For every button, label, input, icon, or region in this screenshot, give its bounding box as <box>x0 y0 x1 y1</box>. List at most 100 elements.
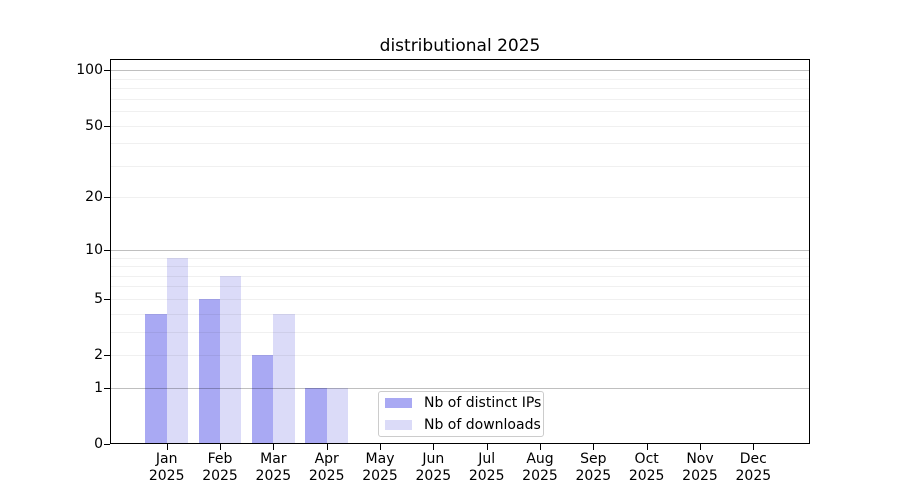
x-tick-year: 2025 <box>415 468 452 484</box>
x-tick-label-jul: Jul 2025 <box>460 451 514 485</box>
x-tick-month: Sep <box>580 451 607 467</box>
x-tick-mark-dec <box>753 444 755 450</box>
bar-jan-downloads <box>166 257 189 444</box>
x-tick-year: 2025 <box>308 468 345 484</box>
gridline-2 <box>111 355 809 357</box>
x-tick-mark-nov <box>700 444 701 450</box>
legend-label-distinct-ips: Nb of distinct IPs <box>424 394 542 411</box>
gridline-8 <box>111 266 809 268</box>
x-tick-label-feb: Feb 2025 <box>193 451 247 485</box>
legend-label-downloads: Nb of downloads <box>424 416 541 433</box>
x-tick-year: 2025 <box>735 468 772 484</box>
legend-swatch-distinct-ips <box>385 398 412 408</box>
x-tick-month: Jun <box>422 451 445 467</box>
x-tick-year: 2025 <box>522 468 558 484</box>
x-tick-mark-jul <box>486 444 488 450</box>
y-tick-mark-100 <box>104 70 110 72</box>
x-tick-month: Jan <box>155 451 178 467</box>
x-tick-month: Oct <box>634 451 659 467</box>
x-tick-label-apr: Apr 2025 <box>300 451 354 485</box>
gridline-30 <box>111 165 809 167</box>
gridline-1 <box>111 387 809 389</box>
bar-apr-distinct-ips <box>305 387 327 444</box>
gridline-6 <box>111 286 809 288</box>
x-tick-label-sep: Sep 2025 <box>566 451 620 485</box>
y-tick-label-0: 0 <box>94 436 103 452</box>
x-tick-label-may: May 2025 <box>353 451 407 485</box>
bar-mar-distinct-ips <box>251 355 274 444</box>
x-tick-month: Mar <box>260 451 287 467</box>
gridline-9 <box>111 257 809 259</box>
y-tick-label-1: 1 <box>94 379 103 396</box>
bar-feb-distinct-ips <box>198 298 221 444</box>
x-tick-mark-oct <box>646 444 648 450</box>
gridline-70 <box>111 98 809 100</box>
y-tick-mark-1 <box>104 387 110 389</box>
y-tick-label-2: 2 <box>94 347 103 364</box>
x-tick-label-jan: Jan 2025 <box>140 451 194 485</box>
x-tick-mark-feb <box>220 444 222 450</box>
gridline-50 <box>111 125 809 127</box>
x-tick-label-jun: Jun 2025 <box>406 451 460 485</box>
gridline-40 <box>111 143 809 145</box>
x-tick-label-mar: Mar 2025 <box>246 451 300 485</box>
x-tick-year: 2025 <box>468 468 505 484</box>
legend-swatch-downloads <box>385 420 412 430</box>
bar-jan-distinct-ips <box>145 313 167 444</box>
x-tick-mark-apr <box>326 444 328 450</box>
y-tick-label-10: 10 <box>85 241 103 258</box>
x-tick-label-nov: Nov 2025 <box>673 451 727 485</box>
x-tick-year: 2025 <box>575 468 612 484</box>
gridline-3 <box>111 331 809 333</box>
legend: Nb of distinct IPs Nb of downloads <box>378 391 544 437</box>
x-tick-month: May <box>365 451 395 467</box>
x-tick-mark-jan <box>166 444 168 450</box>
y-tick-mark-2 <box>104 355 110 357</box>
bar-apr-downloads <box>326 387 349 444</box>
x-tick-year: 2025 <box>255 468 292 484</box>
x-tick-mark-may <box>380 444 382 450</box>
gridline-7 <box>111 275 809 277</box>
gridline-90 <box>111 78 809 80</box>
gridline-10 <box>111 249 809 251</box>
gridline-100 <box>111 70 809 72</box>
y-tick-mark-20 <box>104 197 110 199</box>
x-tick-year: 2025 <box>362 468 398 484</box>
x-tick-year: 2025 <box>682 468 718 484</box>
y-tick-label-50: 50 <box>85 117 103 134</box>
y-tick-mark-0 <box>104 444 110 445</box>
x-tick-year: 2025 <box>628 468 665 484</box>
gridline-60 <box>111 111 809 113</box>
x-tick-month: Apr <box>314 451 339 467</box>
y-tick-mark-50 <box>104 125 110 127</box>
gridline-5 <box>111 298 809 300</box>
x-tick-label-oct: Oct 2025 <box>620 451 674 485</box>
y-tick-label-20: 20 <box>85 189 103 206</box>
gridline-80 <box>111 88 809 90</box>
bar-mar-downloads <box>273 313 295 444</box>
x-tick-month: Nov <box>686 451 714 467</box>
x-tick-month: Feb <box>207 451 233 467</box>
x-tick-mark-sep <box>593 444 595 450</box>
y-tick-label-100: 100 <box>76 62 103 79</box>
x-tick-year: 2025 <box>148 468 185 484</box>
bar-feb-downloads <box>220 275 242 444</box>
x-tick-mark-aug <box>540 444 541 450</box>
x-tick-mark-mar <box>273 444 275 450</box>
legend-item-distinct-ips: Nb of distinct IPs <box>385 395 541 412</box>
chart-title: distributional 2025 <box>379 36 541 56</box>
y-tick-mark-10 <box>104 249 110 251</box>
x-tick-month: Dec <box>739 451 767 467</box>
legend-item-downloads: Nb of downloads <box>385 417 541 434</box>
y-tick-label-5: 5 <box>94 290 103 307</box>
x-tick-month: Jul <box>478 451 496 467</box>
x-tick-label-aug: Aug 2025 <box>513 451 567 485</box>
x-tick-year: 2025 <box>202 468 238 484</box>
x-tick-mark-jun <box>433 444 435 450</box>
gridline-20 <box>111 197 809 199</box>
gridline-4 <box>111 313 809 315</box>
x-tick-month: Aug <box>526 451 554 467</box>
y-tick-mark-5 <box>104 298 110 300</box>
x-tick-label-dec: Dec 2025 <box>726 451 780 485</box>
